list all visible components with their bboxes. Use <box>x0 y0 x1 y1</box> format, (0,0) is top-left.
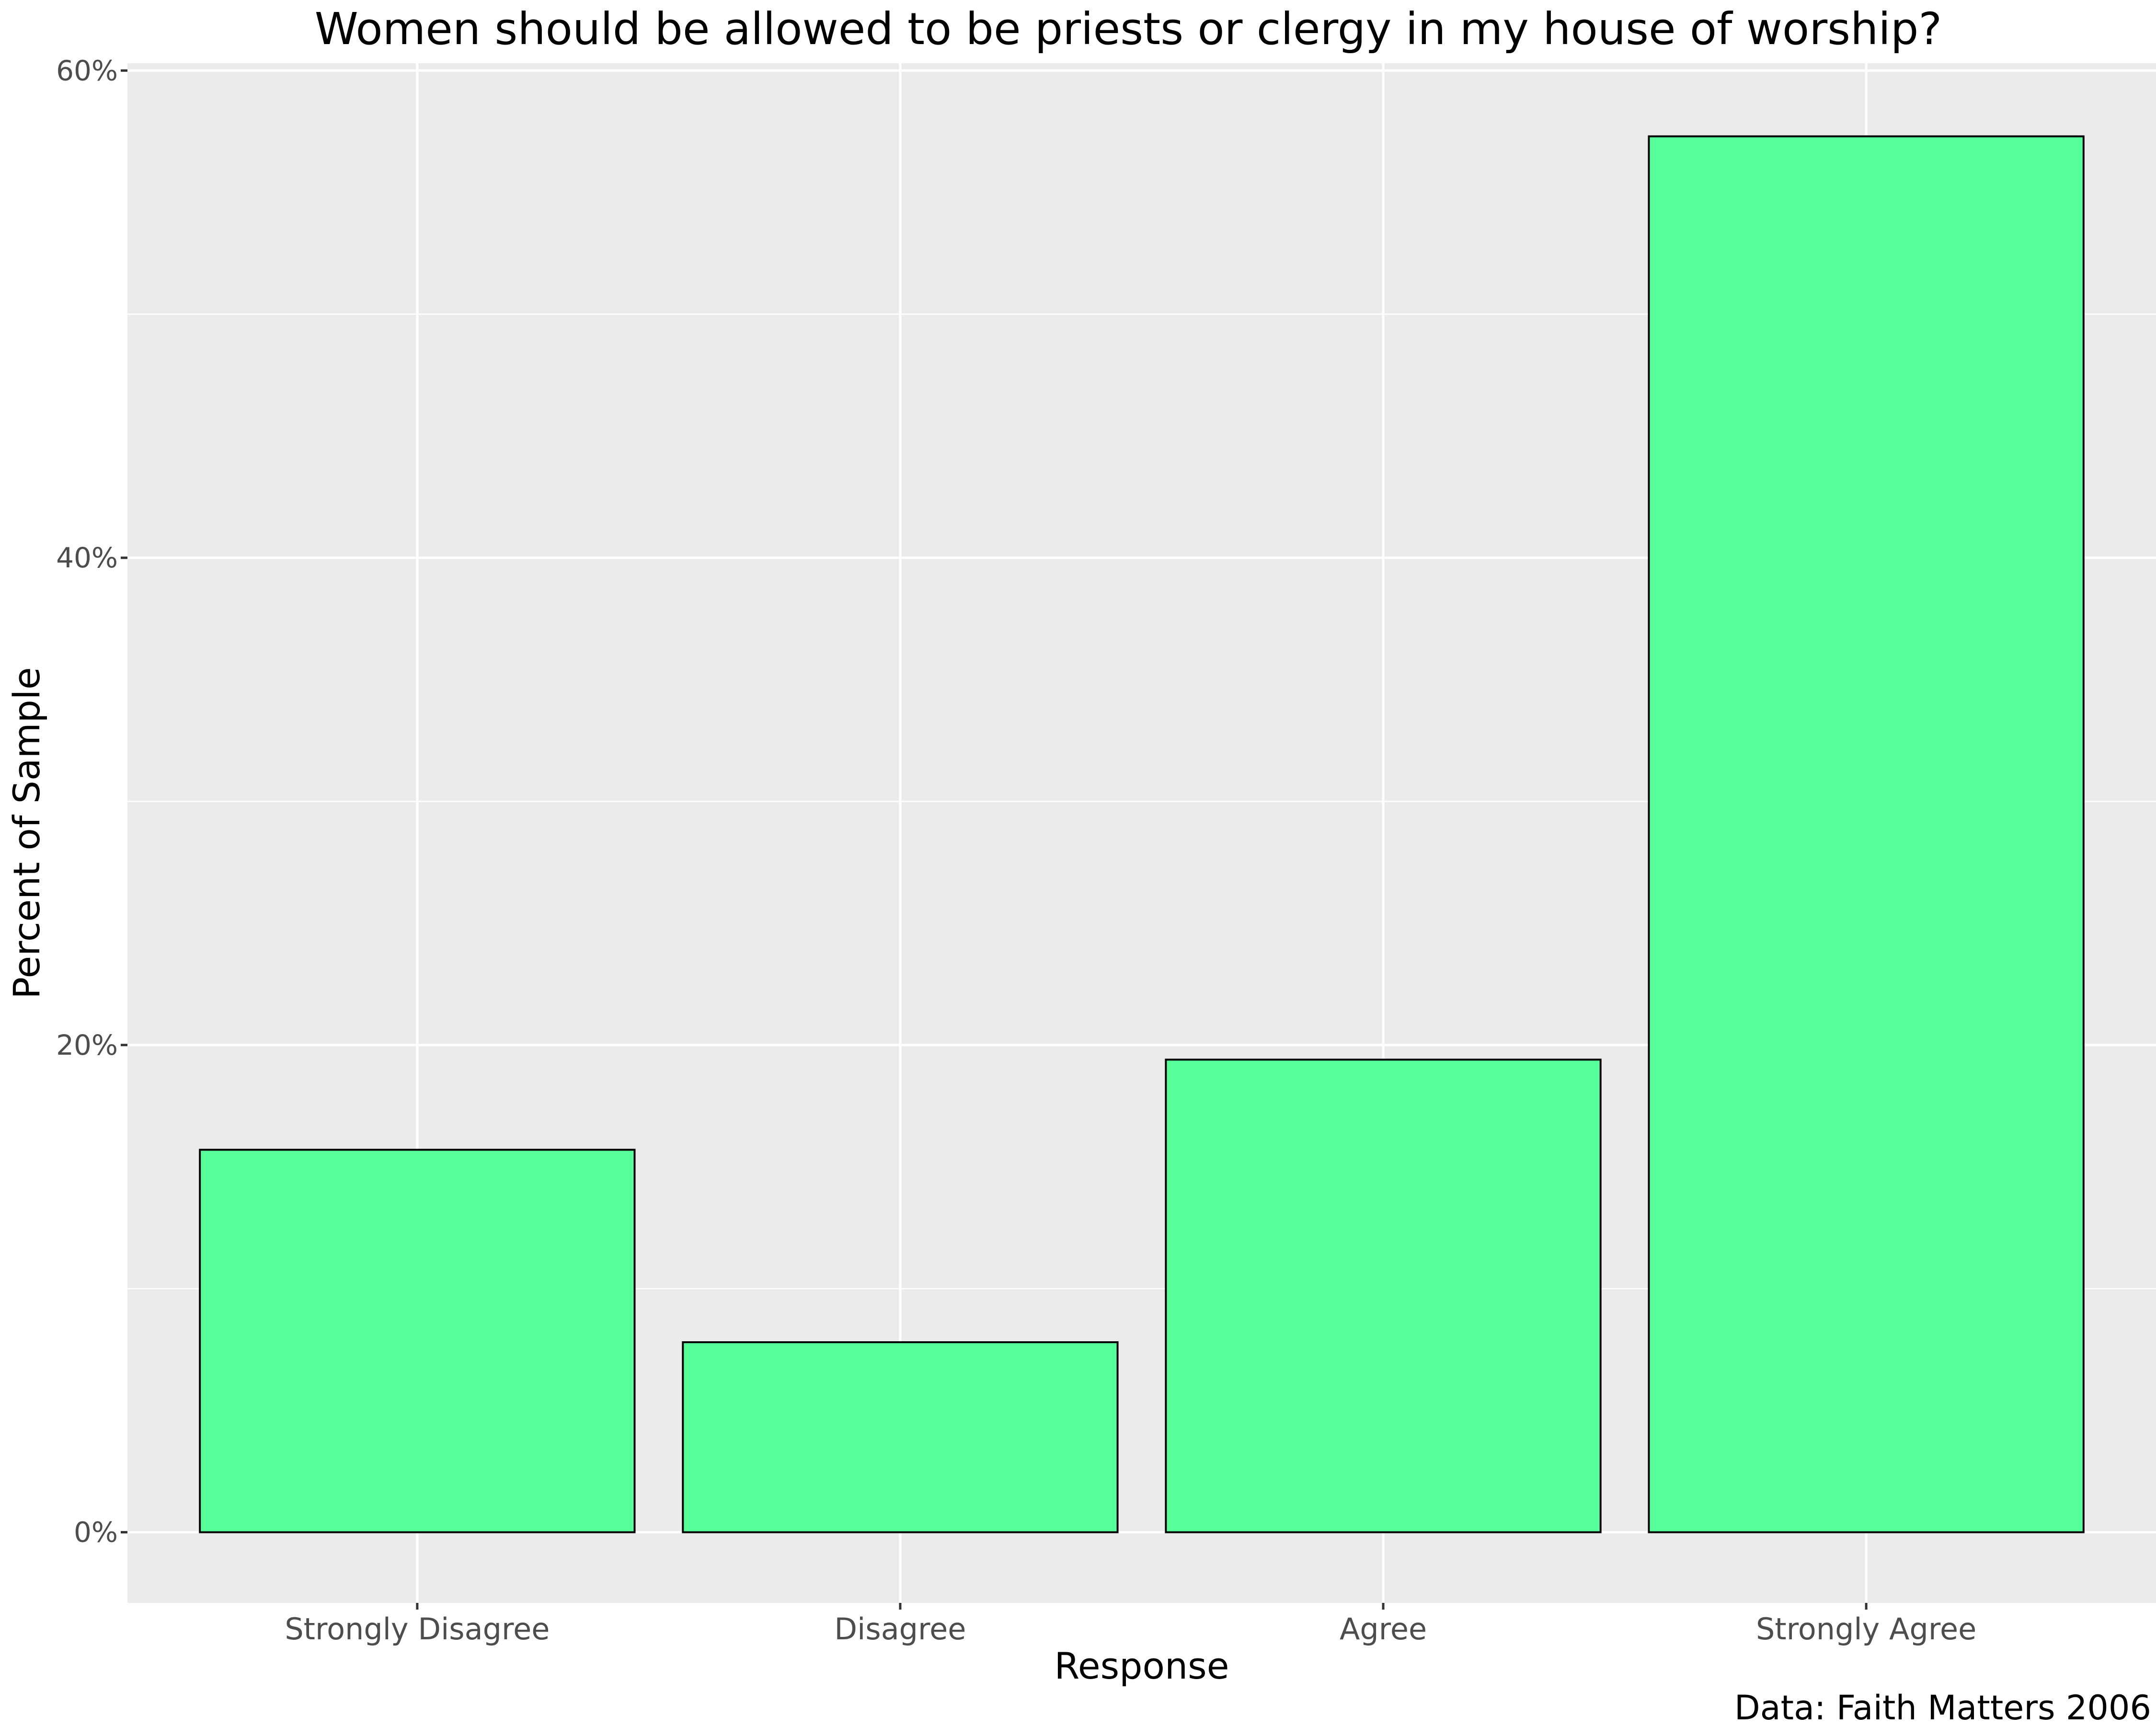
x-axis-title: Response <box>1054 1645 1229 1687</box>
x-tick-label: Strongly Disagree <box>285 1612 550 1646</box>
chart-caption: Data: Faith Matters 2006 <box>1734 1688 2151 1725</box>
y-tick-label: 0% <box>74 1516 118 1549</box>
y-tick-label: 40% <box>56 541 118 574</box>
bar <box>1165 1059 1602 1533</box>
bar <box>1648 135 2085 1533</box>
y-axis-title: Percent of Sample <box>5 667 48 999</box>
y-tick-label: 20% <box>56 1029 118 1061</box>
bar <box>199 1149 636 1533</box>
y-axis: 0% 20% 40% 60% <box>56 54 127 1549</box>
bar <box>682 1341 1119 1533</box>
x-axis: Strongly Disagree Disagree Agree Strongly A… <box>285 1603 1976 1646</box>
y-tick-label: 60% <box>56 54 118 87</box>
bars-group <box>199 135 2085 1533</box>
x-tick-label: Agree <box>1340 1612 1427 1646</box>
x-tick-label: Disagree <box>834 1612 966 1646</box>
chart-title: Women should be allowed to be priests or… <box>315 3 1942 55</box>
x-tick-label: Strongly Agree <box>1756 1612 1976 1646</box>
